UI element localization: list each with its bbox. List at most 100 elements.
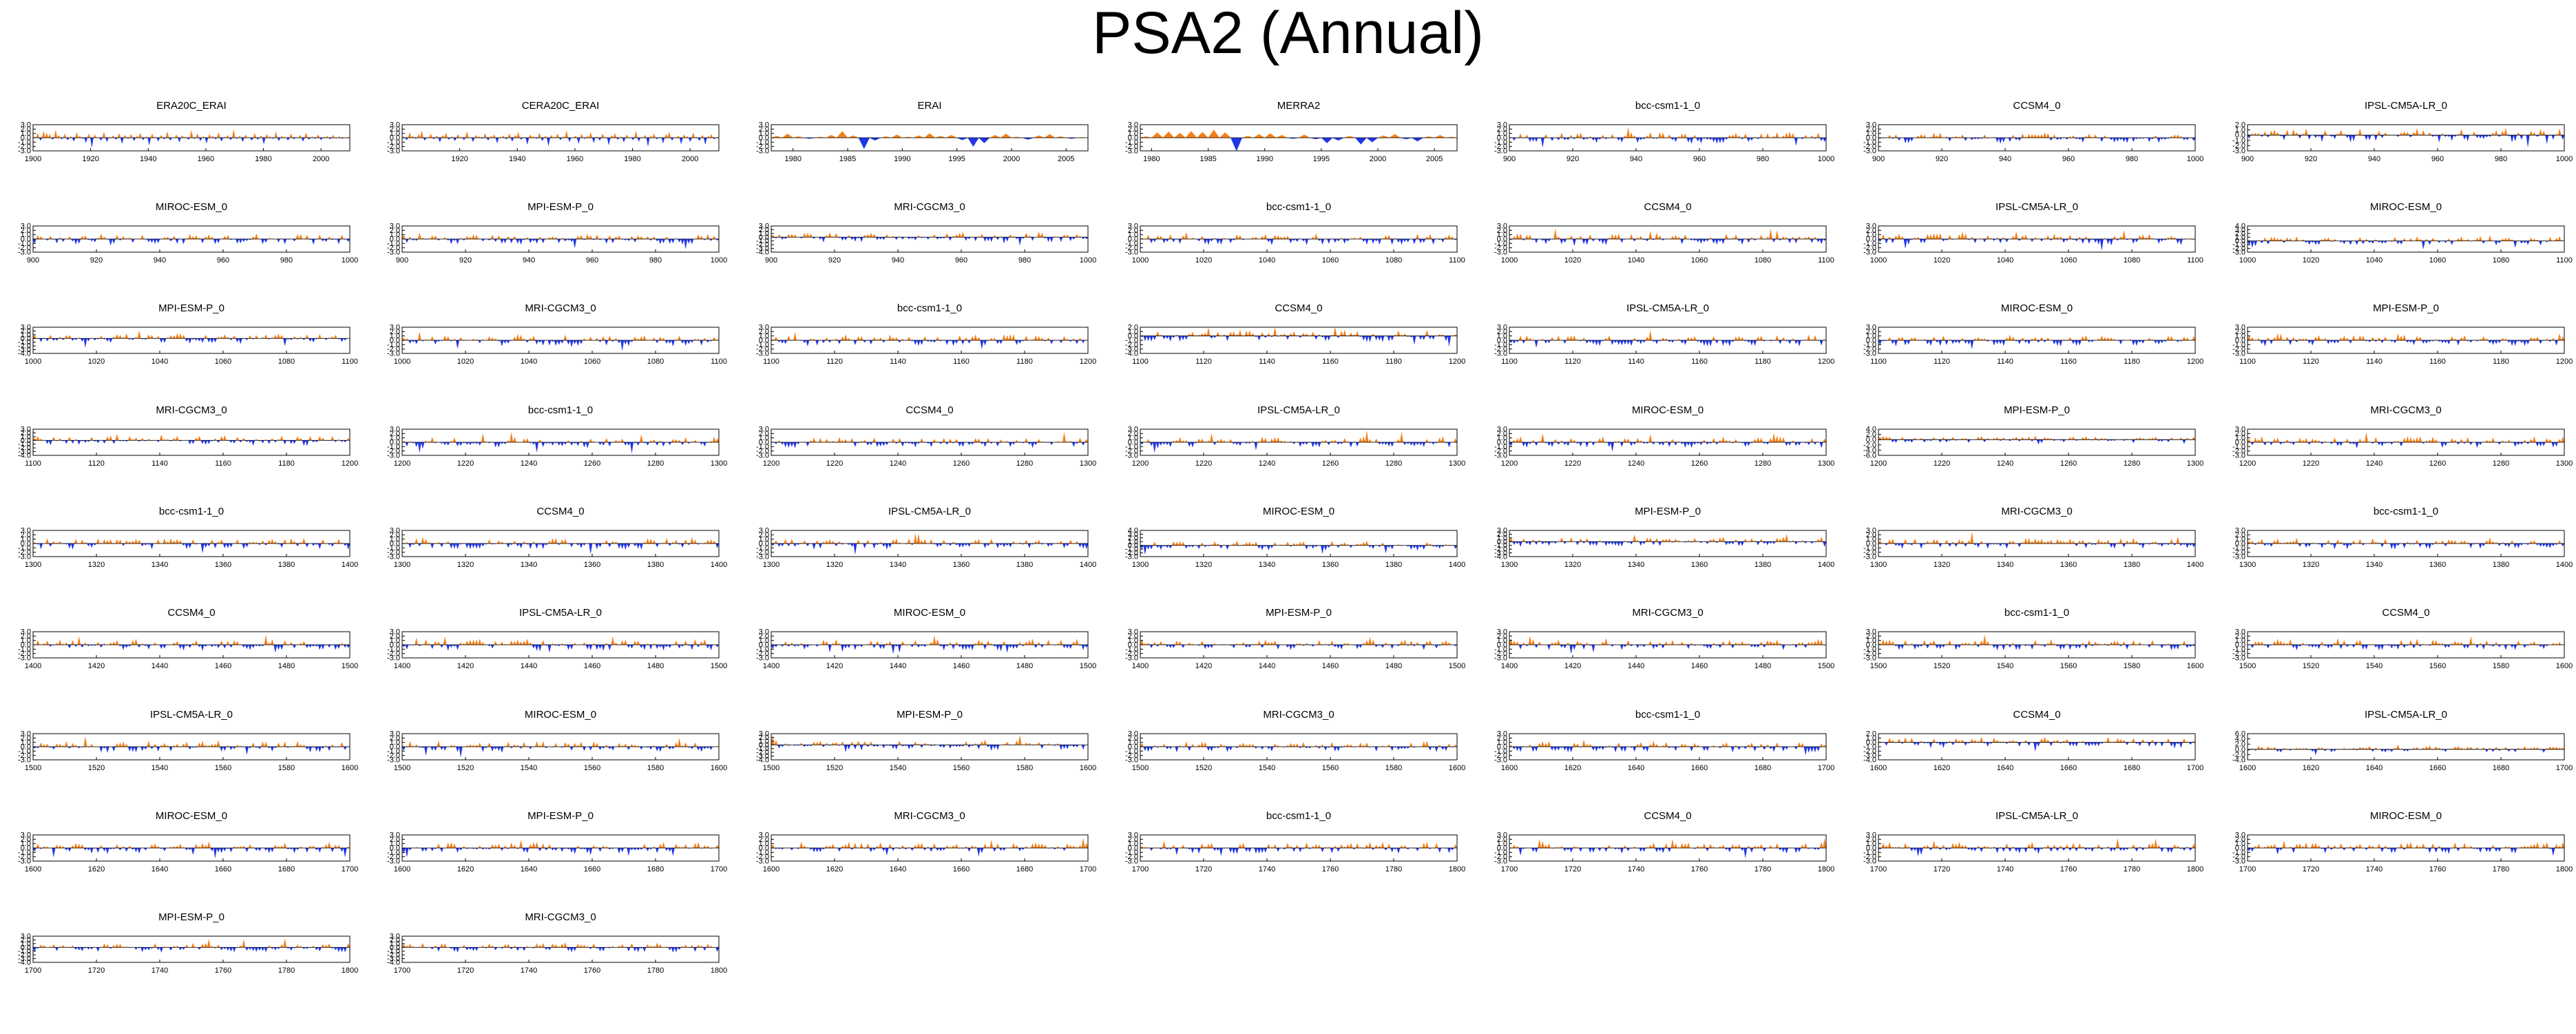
positive-area (109, 435, 113, 441)
positive-area (2478, 236, 2482, 241)
negative-area (1390, 545, 1394, 550)
positive-area (2125, 540, 2129, 544)
positive-area (1718, 537, 1722, 542)
y-tick-label: -1.0 (756, 544, 769, 552)
negative-area (806, 644, 810, 648)
x-tick-label: 2000 (313, 155, 329, 163)
negative-area (2383, 240, 2387, 244)
negative-area (655, 543, 659, 548)
y-tick-label: 3.0 (759, 527, 769, 535)
negative-area (1907, 340, 1911, 345)
y-tick-label: 3.0 (2235, 527, 2245, 535)
positive-area (1648, 231, 1653, 240)
positive-area (446, 335, 450, 341)
negative-area (1562, 340, 1567, 344)
negative-area (1903, 238, 1907, 249)
positive-area (36, 435, 40, 441)
positive-area (2294, 132, 2298, 136)
positive-area (48, 134, 52, 138)
negative-area (519, 238, 523, 245)
positive-area (1203, 332, 1207, 336)
positive-area (1775, 435, 1779, 443)
y-tick-label: 0.0 (21, 437, 31, 445)
positive-area (1037, 335, 1041, 341)
x-tick-label: 1240 (1997, 459, 2013, 468)
positive-area (1043, 134, 1056, 138)
negative-area (967, 237, 972, 240)
x-tick-label: 1000 (25, 358, 41, 366)
negative-area (319, 137, 323, 141)
negative-area (200, 543, 205, 553)
x-tick-label: 1280 (2493, 459, 2509, 468)
negative-area (2109, 137, 2113, 141)
negative-area (67, 644, 72, 649)
y-tick-label: 2.0 (759, 632, 769, 641)
negative-area (2409, 135, 2413, 138)
negative-area (1059, 237, 1063, 242)
positive-area (346, 437, 350, 441)
negative-area (1374, 335, 1379, 340)
y-tick-label: 0.0 (21, 641, 31, 650)
positive-area (270, 539, 274, 544)
positive-area (1721, 537, 1726, 542)
negative-area (1320, 545, 1325, 554)
x-tick-label: 1160 (2429, 358, 2446, 366)
y-tick-label: 0.0 (1128, 439, 1138, 447)
positive-area (989, 134, 1001, 138)
negative-area (1721, 137, 1726, 143)
positive-area (2510, 540, 2514, 544)
negative-area (2405, 340, 2409, 343)
negative-area (1203, 644, 1207, 650)
y-tick-label: 0.0 (21, 236, 31, 244)
positive-area (1768, 437, 1773, 443)
positive-area (1578, 236, 1583, 240)
negative-area (698, 137, 702, 141)
positive-area (974, 437, 978, 443)
positive-area (1884, 436, 1889, 440)
negative-area (251, 440, 255, 446)
negative-area (2185, 137, 2190, 141)
negative-area (690, 644, 694, 650)
negative-area (317, 644, 322, 650)
positive-area (2285, 439, 2290, 443)
positive-area (478, 639, 482, 645)
positive-area (828, 232, 832, 238)
positive-area (2440, 540, 2444, 544)
positive-area (2450, 437, 2454, 443)
positive-area (2345, 438, 2349, 443)
positive-area (302, 641, 306, 645)
y-tick-label: 2.0 (390, 125, 400, 134)
positive-area (954, 234, 959, 238)
x-tick-label: 1120 (1195, 358, 1212, 366)
panel-13: IPSL-CM5A-LR_0 3.0 2.0 1.0 0.0 -1.0 -2.0 -3.0 10… (1845, 200, 2203, 302)
chart-svg: IPSL-CM5A-LR_03.02.01.00.0-1.0-2.0-3.012… (1125, 404, 1465, 468)
negative-area (188, 338, 192, 344)
panel-title: MPI-ESM-P_0 (2004, 404, 2070, 416)
positive-area (2491, 132, 2495, 136)
positive-area (283, 640, 287, 645)
x-tick-label: 1100 (2187, 256, 2203, 265)
positive-area (2374, 437, 2378, 443)
negative-area (337, 644, 341, 650)
negative-area (2329, 340, 2334, 343)
x-tick-label: 920 (1936, 155, 1948, 163)
positive-area (2472, 132, 2476, 136)
positive-area (1585, 537, 1589, 542)
x-tick-label: 1160 (1322, 358, 1339, 366)
positive-area (2011, 540, 2015, 544)
negative-area (1588, 541, 1592, 546)
x-tick-label: 1300 (25, 561, 41, 569)
positive-area (265, 134, 269, 138)
negative-area (1238, 442, 1242, 446)
x-tick-label: 1260 (584, 459, 600, 468)
negative-area (881, 237, 886, 240)
positive-area (613, 133, 617, 138)
negative-area (1705, 238, 1710, 242)
positive-area (207, 234, 211, 240)
x-tick-label: 1080 (1385, 256, 1402, 265)
positive-area (222, 334, 227, 339)
panel-title: CCSM4_0 (1275, 302, 1322, 314)
negative-area (1146, 545, 1151, 550)
positive-area (93, 134, 97, 138)
negative-area (1617, 137, 1621, 141)
